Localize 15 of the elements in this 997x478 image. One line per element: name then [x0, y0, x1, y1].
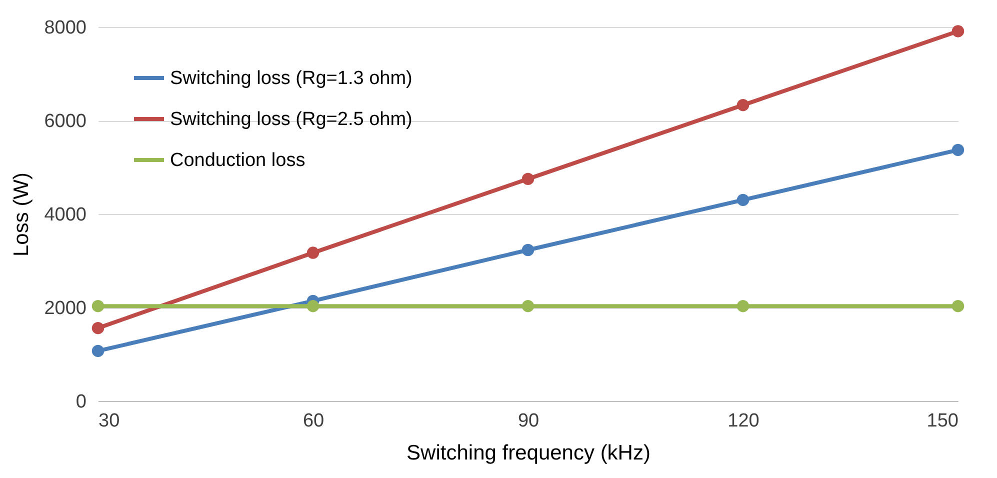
y-tick-label: 2000	[44, 298, 86, 319]
x-tick-label: 30	[98, 410, 120, 432]
y-axis-title: Loss (W)	[10, 172, 34, 256]
y-tick-label: 4000	[44, 204, 86, 226]
legend-label: Conduction loss	[170, 150, 306, 171]
x-tick-label: 90	[518, 410, 540, 432]
legend-label: Switching loss (Rg=1.3 ohm)	[170, 68, 412, 89]
x-axis-title: Switching frequency (kHz)	[406, 442, 650, 464]
y-tick-label: 6000	[44, 111, 86, 132]
y-tick-label: 8000	[44, 18, 86, 38]
y-tick-label: 0	[76, 392, 86, 412]
x-tick-label: 150	[926, 410, 958, 432]
x-tick-label: 120	[728, 410, 760, 432]
legend-label: Switching loss (Rg=2.5 ohm)	[170, 109, 412, 130]
x-tick-label: 60	[302, 410, 324, 432]
